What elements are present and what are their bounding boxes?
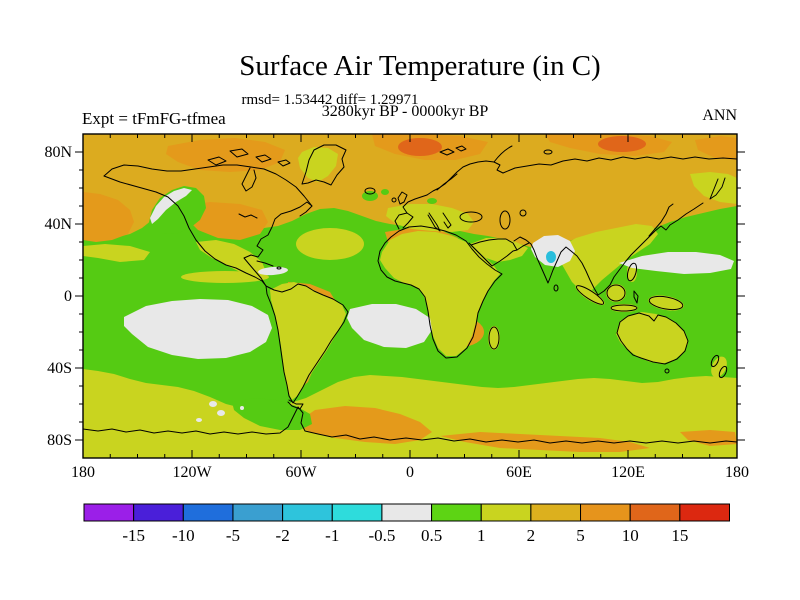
colorbar-boundary-label: 2 (527, 526, 536, 545)
colorbar-cell (331, 503, 383, 522)
y-axis-tick-label: 0 (64, 288, 72, 305)
colorbar-cell (431, 503, 482, 522)
colorbar-boundary-label: -5 (226, 526, 240, 545)
rmsd-diff-stats: rmsd= 1.53442 diff= 1.29971 (241, 92, 419, 108)
y-axis-tick-label: 80N (44, 144, 72, 161)
experiment-label: Expt = tFmFG-tfmea (82, 109, 226, 128)
colorbar-cell (83, 503, 135, 522)
x-axis-tick-label: 0 (406, 464, 414, 481)
colorbar-cell (133, 503, 184, 522)
colorbar-boundary-label: -0.5 (368, 526, 395, 545)
dark-orange-anomaly-cores (398, 136, 646, 156)
colorbar-cell (530, 503, 582, 522)
x-axis-tick-label: 60W (285, 464, 317, 481)
x-axis-tick-label: 120W (172, 464, 212, 481)
colorbar-cell (679, 503, 730, 522)
colorbar: -15 -10 -5 -2 -1 -0.5 0.5 1 2 5 10 15 (83, 503, 730, 545)
period-subtitle: 3280kyr BP - 0000kyr BP (321, 103, 489, 120)
colorbar-cell (282, 503, 333, 522)
colorbar-boundary-label: 10 (622, 526, 639, 545)
colorbar-boundary-label: 1 (477, 526, 486, 545)
x-axis-tick-label: 60E (506, 464, 532, 481)
map-axes: 180 120W 60W 0 60E 120E 180 80N 40N 0 40S 80S (44, 133, 749, 481)
colorbar-cell (381, 503, 433, 522)
colorbar-boundary-label: -2 (276, 526, 290, 545)
colorbar-cell (629, 503, 681, 522)
colorbar-boundary-label: 0.5 (421, 526, 442, 545)
y-axis-tick-label: 40S (47, 360, 72, 377)
colorbar-cell (580, 503, 631, 522)
y-axis-tick-label: 40N (44, 216, 72, 233)
figure-title: Surface Air Temperature (in C) (239, 50, 601, 82)
yellow-green-anomaly-regions (83, 147, 737, 400)
coastlines (83, 144, 737, 444)
colorbar-boundary-label: -1 (325, 526, 339, 545)
colorbar-cell (232, 503, 284, 522)
colorbar-boundary-label: -15 (122, 526, 145, 545)
x-axis-tick-label: 120E (611, 464, 645, 481)
x-axis-tick-label: 180 (725, 464, 749, 481)
colorbar-boundary-label: -10 (172, 526, 195, 545)
colorbar-boundary-label: 15 (671, 526, 688, 545)
y-axis-tick-label: 80S (47, 432, 72, 449)
colorbar-cell (480, 503, 532, 522)
cold-spot-india (546, 251, 556, 263)
x-axis-tick-label: 180 (71, 464, 95, 481)
colorbar-cell (182, 503, 234, 522)
colorbar-boundary-label: 5 (576, 526, 585, 545)
contour-fill-field (83, 134, 737, 458)
near-zero-anomaly-patches (124, 188, 734, 422)
season-label: ANN (702, 107, 737, 124)
